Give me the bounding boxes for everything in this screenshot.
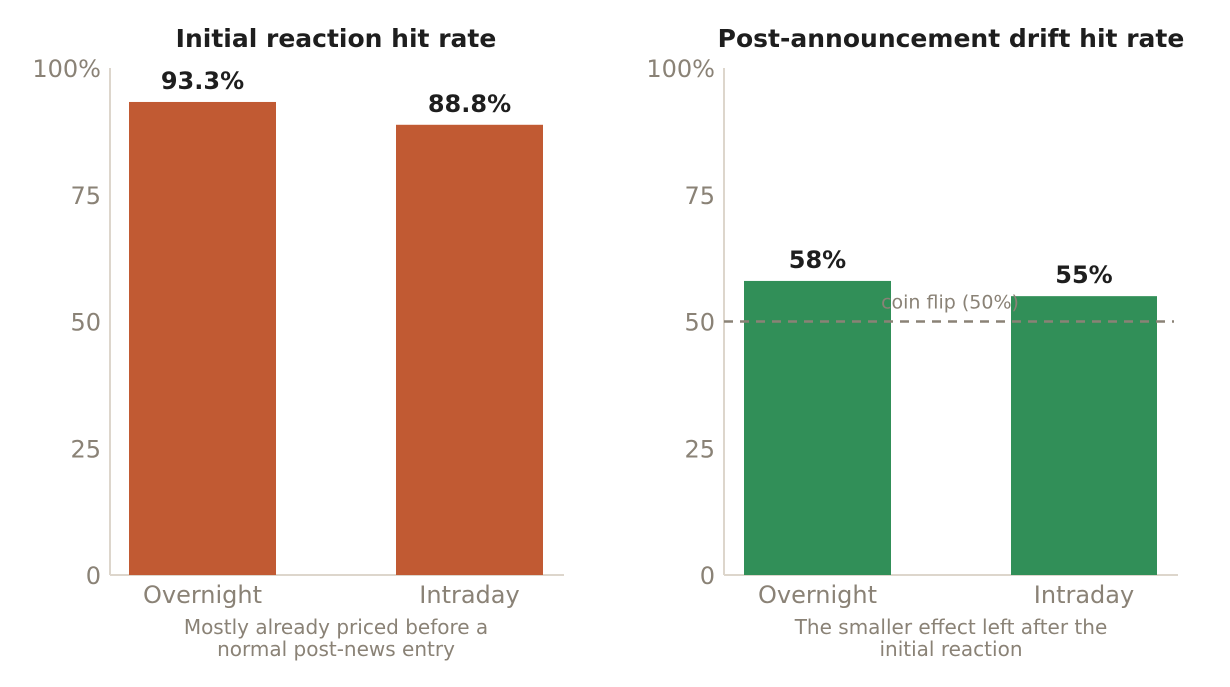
chart-panel-initial-reaction: Initial reaction hit rate 0 25 50 75 100% 93.3… (32, 24, 564, 661)
x-tick-label: Overnight (143, 581, 262, 609)
bar (129, 101, 276, 576)
bar (1011, 296, 1157, 575)
chart-panel-post-announcement-drift: Post-announcement drift hit rate 0 25 50 75 1… (646, 24, 1184, 661)
data-label: 58% (789, 246, 846, 274)
y-tick-label: 50 (684, 309, 715, 337)
x-axis-label: Mostly already priced before a (184, 615, 488, 639)
reference-line-label: coin flip (50%) (881, 292, 1019, 314)
y-tick-label: 25 (70, 435, 101, 463)
x-axis-label: initial reaction (879, 637, 1022, 661)
y-tick-label: 50 (70, 309, 101, 337)
chart-title: Initial reaction hit rate (176, 24, 497, 53)
x-axis-label: normal post-news entry (217, 637, 455, 661)
x-tick-label: Overnight (758, 581, 877, 609)
y-tick-label: 0 (86, 562, 101, 590)
data-label: 93.3% (161, 67, 244, 95)
y-tick-label: 25 (684, 435, 715, 463)
x-tick-label: Intraday (419, 581, 519, 609)
x-axis-label: The smaller effect left after the (794, 615, 1108, 639)
bar (744, 280, 891, 575)
y-tick-label: 0 (700, 562, 715, 590)
data-label: 55% (1055, 261, 1112, 289)
chart-title: Post-announcement drift hit rate (718, 24, 1185, 53)
x-tick-label: Intraday (1034, 581, 1134, 609)
data-label: 88.8% (428, 90, 511, 118)
bar (396, 124, 543, 575)
y-tick-label: 75 (684, 182, 715, 210)
y-tick-label: 100% (32, 55, 101, 83)
y-tick-label: 75 (70, 182, 101, 210)
y-tick-label: 100% (646, 55, 715, 83)
